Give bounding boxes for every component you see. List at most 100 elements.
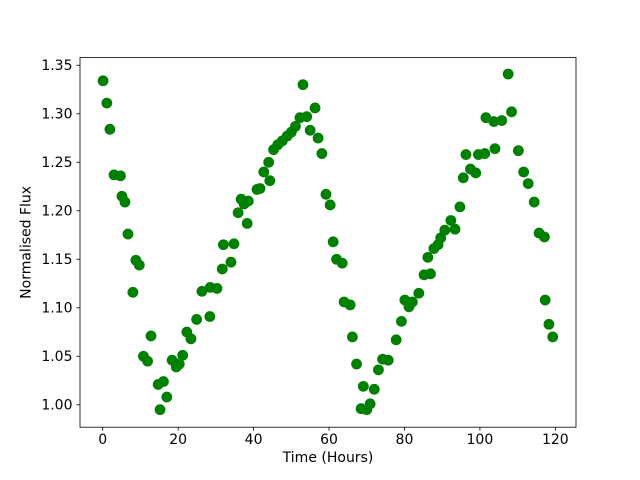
data-point <box>216 263 228 275</box>
data-point <box>158 376 169 387</box>
y-axis-ticks: 1.00 1.05 1.10 1.15 1.20 1.25 1.30 1.35 <box>41 58 80 413</box>
y-tick-label: 1.35 <box>41 58 72 74</box>
data-point <box>406 296 418 308</box>
data-point <box>263 156 275 168</box>
data-point <box>258 166 270 178</box>
data-point <box>528 196 540 208</box>
data-point <box>502 68 514 80</box>
data-point <box>196 285 208 297</box>
data-point <box>373 364 384 376</box>
y-tick-label: 1.15 <box>41 252 72 268</box>
data-point <box>506 106 517 118</box>
data-point <box>228 238 240 250</box>
data-point <box>127 286 139 298</box>
data-point <box>232 207 244 219</box>
data-point <box>304 124 316 136</box>
x-tick-label: 100 <box>467 432 494 448</box>
data-point <box>320 188 332 200</box>
data-point <box>460 149 472 160</box>
y-tick-label: 1.25 <box>41 155 72 171</box>
data-point <box>115 170 126 182</box>
y-axis-label: Normalised Flux <box>19 186 35 299</box>
data-point <box>312 132 324 144</box>
data-point <box>336 257 348 269</box>
x-axis-label: Time (Hours) <box>282 450 374 466</box>
data-point <box>242 195 254 207</box>
data-point <box>185 333 197 345</box>
data-point <box>382 354 394 366</box>
data-point <box>119 196 131 208</box>
data-point <box>364 398 376 410</box>
data-point <box>449 223 461 235</box>
y-tick-label: 1.00 <box>41 397 72 413</box>
data-point <box>133 259 145 271</box>
data-point <box>97 75 109 87</box>
data-point <box>225 256 237 268</box>
y-tick-label: 1.20 <box>41 203 72 219</box>
data-point <box>439 224 451 236</box>
data-point <box>211 282 223 294</box>
data-point <box>177 349 189 361</box>
data-point <box>518 166 530 178</box>
data-point <box>218 239 229 251</box>
data-point <box>368 383 380 395</box>
data-point <box>101 97 113 109</box>
data-point <box>161 391 173 403</box>
data-point <box>297 79 309 91</box>
data-point <box>327 236 339 248</box>
x-tick-label: 40 <box>245 432 263 448</box>
data-point <box>347 331 358 343</box>
data-point <box>309 102 321 114</box>
data-point <box>479 148 491 159</box>
data-point <box>290 120 301 132</box>
data-point <box>254 183 266 194</box>
data-points <box>97 68 559 416</box>
data-point <box>390 334 402 346</box>
data-point <box>324 199 336 211</box>
data-point <box>191 314 203 325</box>
data-point <box>470 167 482 179</box>
y-tick-label: 1.05 <box>41 349 72 365</box>
data-point <box>104 123 116 135</box>
data-point <box>241 217 253 229</box>
data-point <box>173 358 185 370</box>
y-tick-label: 1.10 <box>41 300 72 316</box>
data-point <box>357 380 369 392</box>
data-point <box>538 231 550 243</box>
data-point <box>344 299 356 311</box>
data-point <box>413 287 425 299</box>
data-point <box>154 404 166 416</box>
plot-area-border <box>79 57 577 428</box>
data-point <box>351 358 362 370</box>
data-point <box>264 175 276 187</box>
data-point <box>396 315 407 327</box>
data-point <box>454 201 466 213</box>
data-point <box>512 145 524 157</box>
data-point <box>488 116 500 127</box>
data-point <box>543 318 555 330</box>
data-point <box>489 143 501 155</box>
data-point <box>496 115 508 126</box>
data-point <box>522 178 534 190</box>
data-point <box>457 172 469 184</box>
data-point <box>547 331 559 343</box>
x-tick-label: 80 <box>396 432 414 448</box>
data-point <box>425 268 436 280</box>
x-tick-label: 60 <box>320 432 338 448</box>
data-point <box>145 330 157 342</box>
data-point <box>422 251 434 263</box>
data-point <box>204 311 216 322</box>
data-point <box>316 148 328 159</box>
y-tick-label: 1.30 <box>41 106 72 122</box>
data-point <box>539 294 551 306</box>
data-point <box>301 111 313 123</box>
x-tick-label: 20 <box>169 432 187 448</box>
data-point <box>142 355 153 367</box>
x-tick-label: 120 <box>542 432 569 448</box>
x-tick-label: 0 <box>98 432 107 448</box>
data-point <box>122 228 134 240</box>
x-axis-ticks: 0 20 40 60 80 100 120 <box>98 427 569 448</box>
data-point <box>445 215 457 226</box>
